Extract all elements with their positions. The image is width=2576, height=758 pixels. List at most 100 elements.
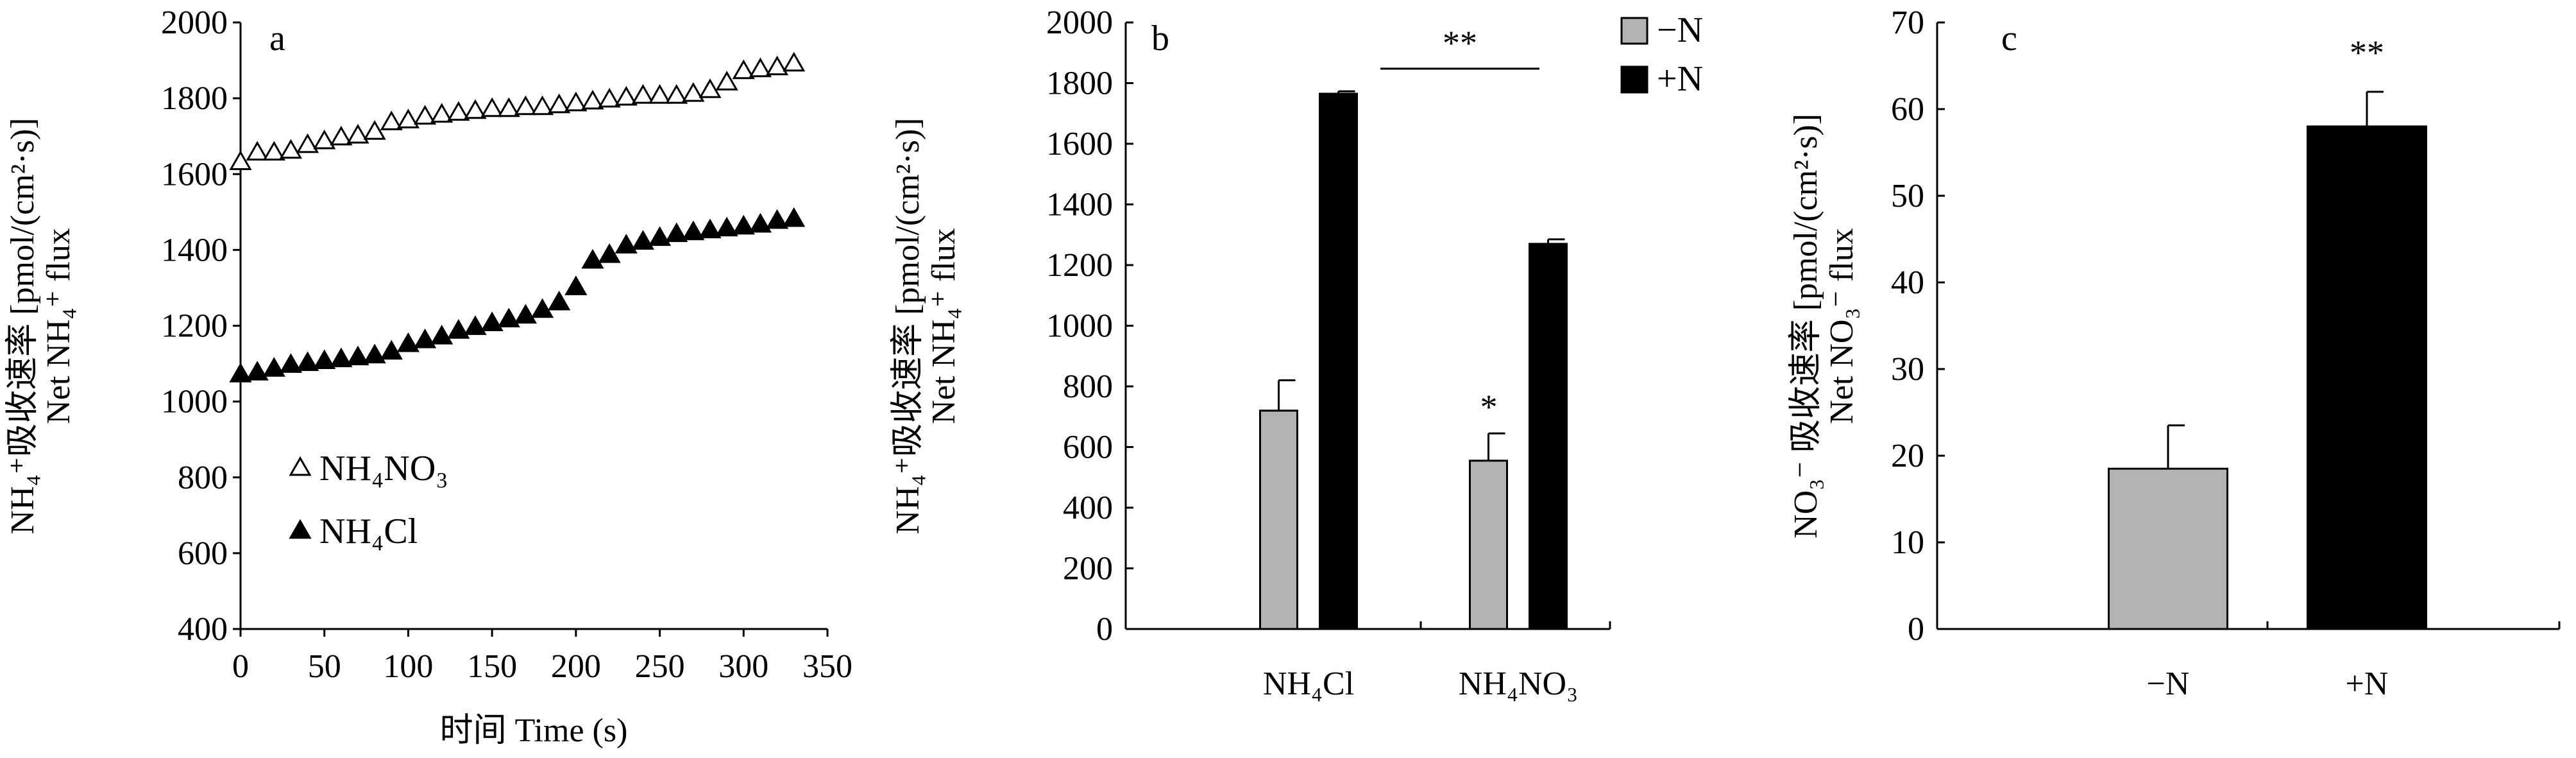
y-tick-label: 1400 <box>1046 187 1113 223</box>
bar-plus-n <box>1319 92 1358 630</box>
y-tick-label: 1400 <box>161 232 228 268</box>
data-point-nh4cl <box>346 345 369 366</box>
data-point-nh4no3 <box>246 141 269 161</box>
data-point-nh4cl <box>765 209 789 229</box>
y-tick-label: 20 <box>1891 438 1924 474</box>
data-point-nh4no3 <box>783 51 806 72</box>
data-point-nh4cl <box>783 207 806 227</box>
data-point-nh4no3 <box>581 89 604 110</box>
legend-label-plus-n: +N <box>1657 59 1703 99</box>
data-point-nh4cl <box>732 214 755 235</box>
data-point-nh4no3 <box>447 101 470 121</box>
x-tick-label: 150 <box>467 648 517 685</box>
y-axis-title-en: Net NH₄⁺ flux <box>926 228 962 424</box>
y-tick-label: 1200 <box>161 308 228 345</box>
data-point-nh4no3 <box>279 139 303 159</box>
legend-swatch-minus-n <box>1620 17 1648 45</box>
data-point-nh4cl <box>648 226 672 246</box>
data-point-nh4no3 <box>346 123 369 144</box>
data-point-nh4cl <box>447 319 470 339</box>
data-point-nh4cl <box>699 218 722 239</box>
data-point-nh4cl <box>464 315 487 335</box>
data-point-nh4no3 <box>380 110 403 130</box>
data-point-nh4cl <box>229 363 252 383</box>
panel-b: 0 200 400 600 800 1000 1200 1400 1600 1800 2000 NH₄… <box>890 4 1703 702</box>
data-point-nh4cl <box>548 290 571 311</box>
data-point-nh4cl <box>631 230 655 250</box>
data-point-nh4cl <box>749 212 772 233</box>
data-point-nh4no3 <box>430 103 453 123</box>
panel-letter-c: c <box>2001 19 2017 58</box>
bar-plus-n <box>2307 125 2427 630</box>
data-point-nh4no3 <box>749 57 772 78</box>
data-point-nh4cl <box>514 304 538 324</box>
y-tick-label: 50 <box>1891 178 1924 214</box>
y-tick-label: 30 <box>1891 351 1924 388</box>
x-tick-label: 0 <box>232 648 249 685</box>
y-tick-label: 0 <box>1908 611 1924 648</box>
y-tick-label: 1800 <box>1046 65 1113 102</box>
x-tick-label: 200 <box>551 648 601 685</box>
data-point-nh4cl <box>396 332 420 352</box>
legend-marker-nh4no3 <box>289 456 312 476</box>
y-tick-label: 2000 <box>1046 4 1113 41</box>
data-point-nh4cl <box>430 325 453 345</box>
y-tick-label: 600 <box>178 535 228 572</box>
data-point-nh4no3 <box>514 95 538 116</box>
y-tick-label: 200 <box>1063 551 1113 587</box>
y-tick-label: 10 <box>1891 524 1924 561</box>
data-point-nh4cl <box>480 311 504 331</box>
data-point-nh4cl <box>530 298 554 318</box>
panel-letter-b: b <box>1151 19 1169 58</box>
x-category-label: NH₄NO₃ <box>1459 666 1578 702</box>
data-point-nh4no3 <box>530 95 554 116</box>
y-tick-label: 0 <box>1096 611 1113 648</box>
data-point-nh4cl <box>413 328 437 349</box>
legend-label-minus-n: −N <box>1657 10 1703 50</box>
data-point-nh4no3 <box>330 125 353 146</box>
legend-label-nh4cl: NH₄Cl <box>319 512 418 551</box>
data-point-nh4no3 <box>564 91 588 112</box>
legend-marker-nh4cl <box>289 519 312 539</box>
x-tick-label: 350 <box>802 648 852 685</box>
data-point-nh4no3 <box>548 93 571 114</box>
y-axis-title-cn: NH₄⁺吸收速率 [pmol/(cm²·s)] <box>890 118 926 535</box>
data-point-nh4cl <box>682 220 705 241</box>
panel-letter-a: a <box>269 19 285 58</box>
data-point-nh4cl <box>279 353 303 373</box>
data-point-nh4no3 <box>631 83 655 104</box>
y-tick-label: 60 <box>1891 91 1924 128</box>
y-tick-label: 70 <box>1891 4 1924 41</box>
x-axis-title: 时间 Time (s) <box>440 712 628 749</box>
y-tick-label: 1800 <box>161 80 228 117</box>
x-tick-label: 50 <box>308 648 341 685</box>
y-tick-label: 1200 <box>1046 247 1113 284</box>
panel-a: 400 600 800 1000 1200 1400 1600 1800 2000 0 50 100 1… <box>4 4 852 749</box>
data-point-nh4no3 <box>648 83 672 104</box>
data-point-nh4cl <box>313 349 336 370</box>
x-tick-label: 100 <box>383 648 433 685</box>
data-point-nh4no3 <box>262 141 285 161</box>
x-category-label: −N <box>2147 666 2190 702</box>
x-category-label: NH₄Cl <box>1263 666 1354 702</box>
data-point-nh4no3 <box>363 120 386 140</box>
legend-swatch-plus-n <box>1620 65 1648 94</box>
data-point-nh4cl <box>564 275 588 295</box>
y-tick-label: 2000 <box>161 4 228 41</box>
bar-minus-n <box>1259 409 1298 630</box>
y-tick-label: 600 <box>1063 429 1113 466</box>
y-tick-label: 400 <box>178 611 228 648</box>
data-point-nh4cl <box>330 347 353 368</box>
data-point-nh4no3 <box>732 59 755 80</box>
data-point-nh4no3 <box>229 150 252 170</box>
data-point-nh4cl <box>262 357 285 377</box>
bar-minus-n <box>2108 467 2228 630</box>
y-tick-label: 800 <box>1063 368 1113 405</box>
data-point-nh4cl <box>598 243 621 263</box>
data-point-nh4no3 <box>480 97 504 117</box>
x-category-label: +N <box>2346 666 2389 702</box>
y-axis-title-cn: NH₄⁺吸收速率 [pmol/(cm²·s)] <box>4 118 41 535</box>
data-point-nh4no3 <box>497 97 520 117</box>
data-point-nh4no3 <box>699 78 722 98</box>
